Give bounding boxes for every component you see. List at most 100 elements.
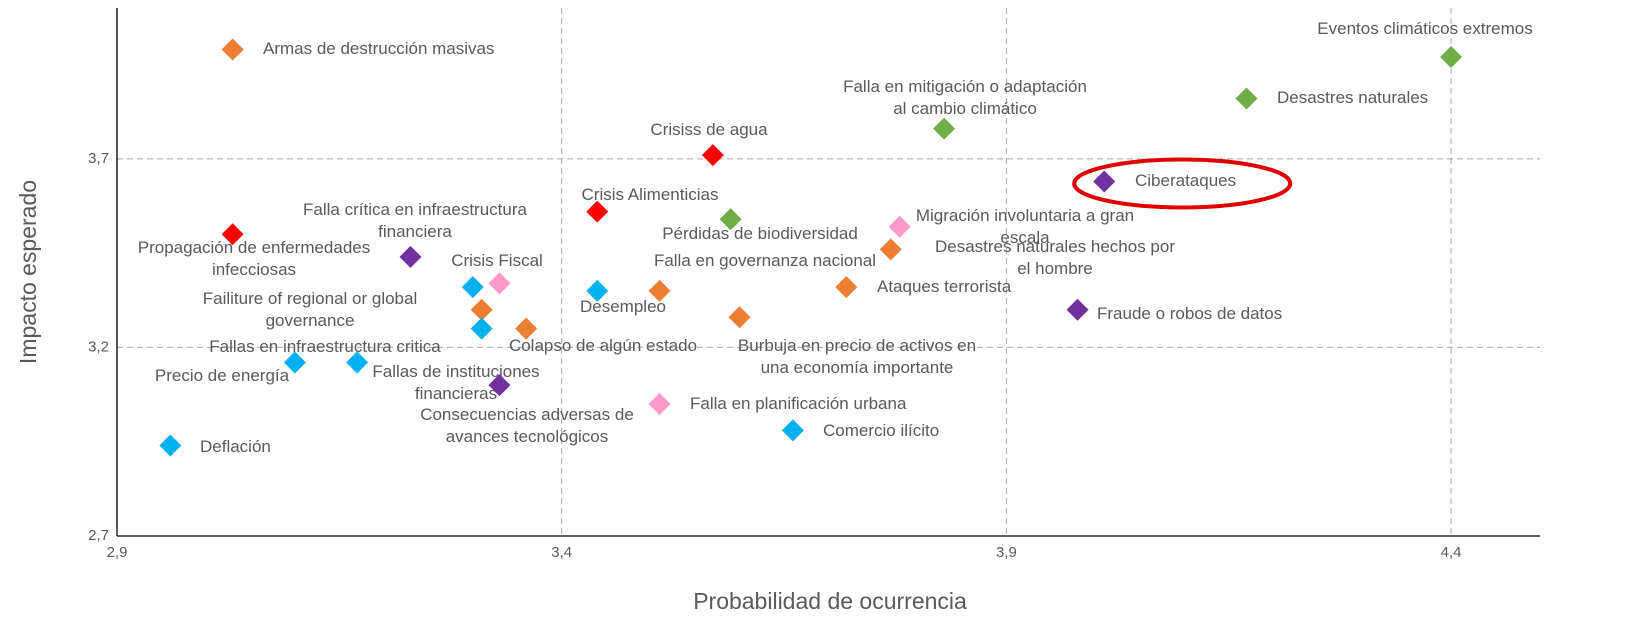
point-label: Falla en planificación urbana [690, 394, 907, 413]
point [221, 223, 244, 246]
point-label-line: financiera [378, 222, 452, 241]
point-label-line: Armas de destrucción masivas [263, 39, 494, 58]
point [728, 306, 751, 329]
x-tick-label: 2,9 [107, 544, 128, 561]
point-label: Deflación [200, 437, 271, 456]
point-label: Crisiss de agua [650, 120, 768, 139]
point [781, 419, 804, 442]
point [221, 38, 244, 61]
point-label: Desastres naturales [1277, 88, 1428, 107]
point-label-line: Propagación de enfermedades [138, 238, 371, 257]
point-label-line: Crisiss de agua [650, 120, 768, 139]
point [488, 272, 511, 295]
point-label-line: Desempleo [580, 297, 666, 316]
point-label: Failiture of regional or global governanc… [203, 289, 418, 330]
point-label: Crisis Alimenticias [582, 185, 719, 204]
point-label: Propagación de enfermedades infecciosas [138, 238, 371, 279]
point-label: Falla en governanza nacional [654, 251, 876, 270]
point-label: Precio de energía [155, 366, 290, 385]
point-label: Ataques terrorista [877, 277, 1012, 296]
point-label-line: Falla crítica en infraestructura [303, 200, 527, 219]
point-label: Desempleo [580, 297, 666, 316]
point [701, 144, 724, 167]
point-label-line: Fallas en infraestructura critica [209, 337, 441, 356]
point [648, 279, 671, 302]
point [515, 317, 538, 340]
point-label-line: Fraude o robos de datos [1097, 304, 1282, 323]
point-label-line: una economía importante [761, 358, 954, 377]
point-label-line: Consecuencias adversas de [420, 405, 634, 424]
point-label-line: infecciosas [212, 260, 296, 279]
point-label-line: Falla en planificación urbana [690, 394, 907, 413]
point-label-line: Crisis Alimenticias [582, 185, 719, 204]
point-label: Falla en mitigación o adaptación al cambi… [843, 77, 1087, 118]
x-axis-title: Probabilidad de ocurrencia [693, 588, 967, 614]
point-label-line: Failiture of regional or global [203, 289, 418, 308]
point-label-line: financieras [415, 384, 497, 403]
point [888, 215, 911, 238]
point [1066, 298, 1089, 321]
point-label-line: Fallas de instituciones [372, 362, 539, 381]
point-label-line: Crisis Fiscal [451, 251, 543, 270]
point-label-line: Colapso de algún estado [509, 336, 697, 355]
point-label: Fraude o robos de datos [1097, 304, 1282, 323]
x-tick-label: 3,4 [551, 544, 572, 561]
point-label: Crisis Fiscal [451, 251, 543, 270]
point-label-line: Burbuja en precio de activos en [738, 336, 976, 355]
point [470, 317, 493, 340]
point-label: Consecuencias adversas de avances tecnoló… [420, 405, 634, 446]
y-tick-label: 3,2 [88, 338, 109, 355]
point [283, 351, 306, 374]
point-label: Armas de destrucción masivas [263, 39, 494, 58]
highlight-ring [1072, 157, 1293, 210]
point [879, 238, 902, 261]
point-label-line: Ataques terrorista [877, 277, 1012, 296]
point [1093, 170, 1116, 193]
point-label: Fallas de instituciones financieras [372, 362, 539, 403]
point [470, 298, 493, 321]
point [346, 351, 369, 374]
y-tick-label: 3,7 [88, 150, 109, 167]
point-label-line: Pérdidas de biodiversidad [662, 224, 858, 243]
point-label: Ciberataques [1135, 171, 1236, 190]
point [1440, 46, 1463, 69]
point [933, 117, 956, 140]
point-label: Falla crítica en infraestructura financie… [303, 200, 527, 241]
point-label-line: Comercio ilícito [823, 421, 939, 440]
point-label-line: el hombre [1017, 259, 1093, 278]
point-label-line: Ciberataques [1135, 171, 1236, 190]
point-label: Burbuja en precio de activos en una econo… [738, 336, 976, 377]
point-label: Pérdidas de biodiversidad [662, 224, 858, 243]
point-label-line: governance [266, 311, 355, 330]
point [159, 434, 182, 457]
point [586, 279, 609, 302]
point-label-line: Falla en mitigación o adaptación [843, 77, 1087, 96]
point-label-line: al cambio climático [893, 99, 1037, 118]
y-tick-label: 2,7 [88, 527, 109, 544]
x-tick-label: 3,9 [996, 544, 1017, 561]
point [461, 276, 484, 299]
point [648, 393, 671, 415]
point-label-line: Deflación [200, 437, 271, 456]
point-label: Desastres naturales hechos por el hombre [935, 237, 1175, 278]
y-axis-title: Impacto esperado [15, 180, 41, 364]
point-label: Fallas en infraestructura critica [209, 337, 441, 356]
point-label: Migración involuntaria a gran escala [916, 206, 1134, 247]
point-label: Colapso de algún estado [509, 336, 697, 355]
point [586, 200, 609, 223]
x-tick-label: 4,4 [1441, 544, 1462, 561]
point-label: Eventos climáticos extremos [1317, 19, 1532, 38]
point-label-line: Desastres naturales hechos por [935, 237, 1175, 256]
point-label-line: Eventos climáticos extremos [1317, 19, 1532, 38]
point [1235, 87, 1258, 110]
point-label-line: Falla en governanza nacional [654, 251, 876, 270]
point-label-line: escala [1000, 228, 1050, 247]
point-label-line: Precio de energía [155, 366, 290, 385]
point-label-line: Migración involuntaria a gran [916, 206, 1134, 225]
point [399, 245, 422, 268]
point-label-line: avances tecnológicos [446, 427, 609, 446]
point [488, 374, 511, 397]
point [719, 208, 742, 231]
point-label: Comercio ilícito [823, 421, 939, 440]
